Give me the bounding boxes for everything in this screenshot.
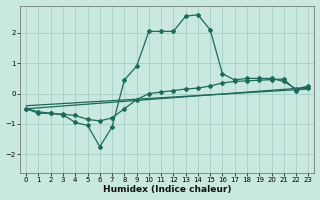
X-axis label: Humidex (Indice chaleur): Humidex (Indice chaleur) (103, 185, 232, 194)
